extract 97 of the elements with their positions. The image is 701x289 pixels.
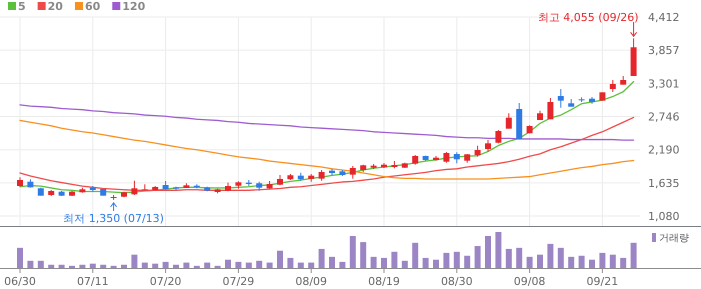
bar — [235, 262, 242, 268]
bar — [422, 258, 429, 268]
x-tick-label: 06/30 — [4, 275, 36, 288]
bar — [266, 262, 273, 268]
legend-label: 120 — [122, 0, 146, 13]
candlestick — [610, 80, 616, 93]
candlestick — [350, 166, 356, 180]
bar — [38, 260, 44, 268]
annotation: 최고 4,055 (09/26) — [538, 11, 639, 24]
bar — [599, 252, 606, 268]
bar — [526, 256, 533, 268]
x-tick-label: 07/11 — [76, 275, 109, 288]
bar — [329, 256, 335, 268]
bar — [142, 262, 148, 268]
y-tick-label: 4,412 — [648, 11, 680, 24]
x-tick-label: 08/09 — [295, 275, 328, 288]
bar — [433, 260, 439, 268]
y-tick-label: 2,746 — [648, 110, 680, 124]
bar — [578, 256, 585, 268]
annotation: 최저 1,350 (07/13) — [63, 212, 164, 225]
bar — [17, 248, 23, 268]
x-tick-label: 07/29 — [222, 275, 254, 288]
bar — [516, 248, 522, 268]
bar — [391, 252, 398, 268]
x-tick-label: 07/20 — [150, 275, 182, 288]
bar — [48, 264, 54, 268]
bar — [412, 242, 418, 268]
bar — [402, 260, 408, 268]
legend-label: 20 — [48, 0, 64, 13]
bar — [370, 256, 377, 268]
bar — [308, 262, 314, 268]
bar — [610, 254, 616, 268]
line-series — [19, 104, 634, 141]
bar — [339, 262, 346, 268]
candlestick — [485, 139, 491, 152]
bar — [298, 262, 304, 268]
bar — [131, 254, 138, 268]
bar — [485, 236, 491, 268]
y-tick-label: 3,301 — [648, 77, 680, 90]
candlestick — [474, 145, 481, 158]
y-tick-label: 3,857 — [648, 44, 680, 58]
bar — [79, 264, 86, 268]
y-tick-label: 1,080 — [648, 210, 680, 223]
x-tick-label: 09/08 — [514, 275, 546, 288]
bar — [90, 264, 96, 268]
bar — [287, 258, 294, 268]
bar — [630, 242, 637, 268]
bar — [204, 262, 210, 268]
bar — [568, 256, 574, 268]
candlestick — [412, 154, 418, 166]
bar — [464, 256, 470, 268]
legend-label: 5 — [18, 0, 26, 13]
bar — [360, 242, 366, 268]
candlestick — [506, 112, 512, 130]
y-tick-label: 2,190 — [648, 144, 680, 157]
candlestick — [454, 152, 460, 164]
candlestick — [162, 180, 169, 191]
bar — [589, 260, 595, 268]
bar — [474, 246, 481, 268]
legend-label: 60 — [84, 0, 101, 13]
candlestick — [17, 176, 23, 188]
x-tick-label: 08/19 — [368, 275, 400, 288]
candlestick — [495, 130, 502, 144]
x-tick-label: 08/30 — [440, 275, 473, 288]
bar — [277, 250, 283, 268]
bar — [495, 232, 502, 268]
bar — [152, 264, 158, 268]
bar — [27, 260, 34, 268]
bar — [173, 264, 179, 268]
bar — [547, 244, 554, 268]
bar — [381, 258, 387, 268]
bar — [537, 254, 543, 268]
bar — [620, 258, 626, 268]
bar — [225, 260, 231, 268]
y-tick-label: 1,635 — [648, 176, 680, 190]
candlestick — [277, 174, 283, 186]
bar — [162, 262, 169, 268]
bar — [454, 252, 460, 268]
bar — [558, 248, 564, 268]
candlestick — [131, 180, 138, 196]
bar — [183, 262, 190, 268]
candlestick — [318, 170, 325, 182]
bar — [121, 264, 127, 268]
bar — [443, 252, 450, 268]
bar — [350, 236, 356, 268]
bar — [100, 264, 106, 268]
bar — [246, 262, 252, 268]
candlestick — [443, 151, 450, 164]
bar — [318, 248, 325, 268]
line-series — [19, 120, 634, 180]
bar — [506, 248, 512, 268]
bar — [256, 260, 262, 268]
bar — [58, 264, 65, 268]
candlestick — [558, 88, 564, 108]
legend-label: 거래량 — [659, 233, 689, 244]
x-tick-label: 09/21 — [586, 275, 618, 288]
candlestick — [547, 97, 554, 120]
